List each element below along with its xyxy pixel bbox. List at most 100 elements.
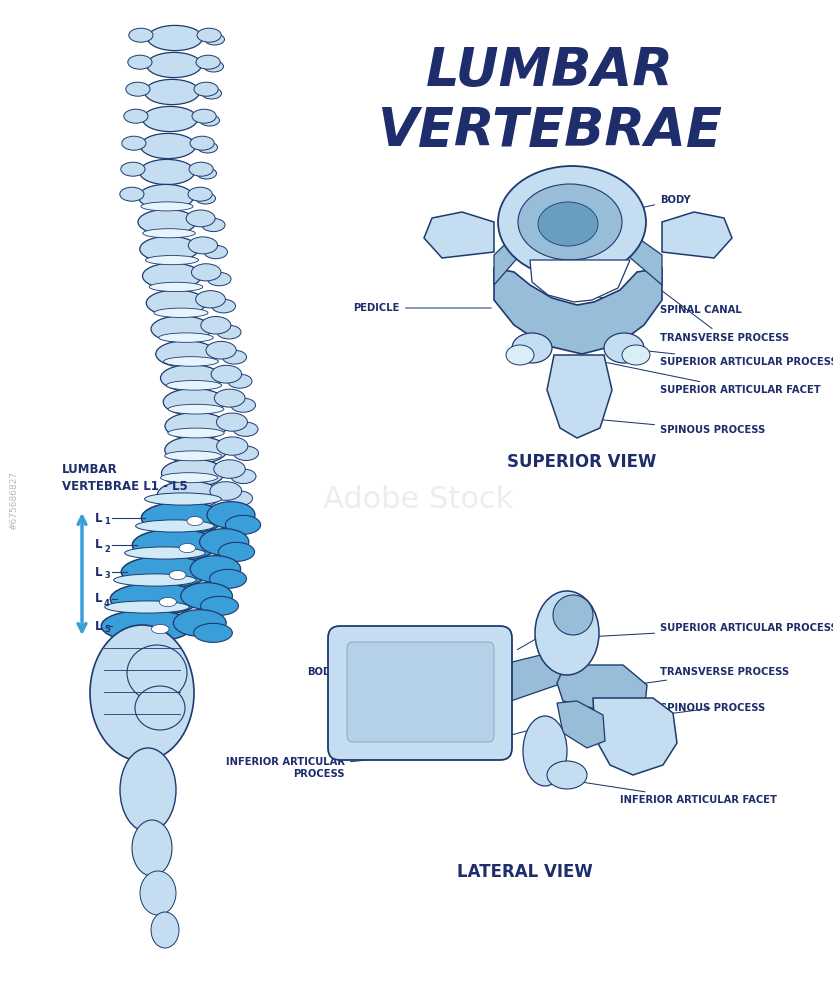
Ellipse shape xyxy=(124,109,148,123)
Ellipse shape xyxy=(227,491,252,506)
Polygon shape xyxy=(494,230,520,285)
Ellipse shape xyxy=(141,133,196,159)
Ellipse shape xyxy=(217,413,247,431)
Ellipse shape xyxy=(206,341,237,359)
Ellipse shape xyxy=(204,245,227,259)
Ellipse shape xyxy=(207,272,231,286)
Ellipse shape xyxy=(147,25,202,51)
Ellipse shape xyxy=(147,290,206,316)
Polygon shape xyxy=(500,651,563,703)
Ellipse shape xyxy=(179,543,196,553)
Ellipse shape xyxy=(200,115,220,126)
Polygon shape xyxy=(547,355,612,438)
Ellipse shape xyxy=(168,428,224,438)
Ellipse shape xyxy=(202,88,222,99)
Ellipse shape xyxy=(138,184,193,210)
Text: LUMBAR
VERTEBRAE L1 - L5: LUMBAR VERTEBRAE L1 - L5 xyxy=(62,463,187,493)
Text: LATERAL VIEW: LATERAL VIEW xyxy=(457,863,593,881)
Ellipse shape xyxy=(122,556,209,588)
Text: L: L xyxy=(95,512,102,524)
Ellipse shape xyxy=(146,255,198,265)
Ellipse shape xyxy=(132,529,217,561)
Text: SUPERIOR ARTICULAR FACET: SUPERIOR ARTICULAR FACET xyxy=(606,363,821,395)
Ellipse shape xyxy=(604,333,644,363)
Ellipse shape xyxy=(200,529,249,555)
Ellipse shape xyxy=(217,437,248,455)
Ellipse shape xyxy=(168,404,224,414)
Ellipse shape xyxy=(226,515,261,534)
Ellipse shape xyxy=(227,374,252,388)
Ellipse shape xyxy=(186,210,215,227)
Ellipse shape xyxy=(181,583,232,609)
Ellipse shape xyxy=(122,136,146,150)
Ellipse shape xyxy=(210,482,242,500)
Ellipse shape xyxy=(126,82,150,96)
Ellipse shape xyxy=(218,542,255,561)
Ellipse shape xyxy=(142,263,202,289)
Ellipse shape xyxy=(622,345,650,365)
FancyBboxPatch shape xyxy=(328,626,512,760)
Ellipse shape xyxy=(136,520,214,532)
Ellipse shape xyxy=(165,412,227,440)
Ellipse shape xyxy=(121,162,145,176)
Text: 5: 5 xyxy=(104,626,110,635)
Ellipse shape xyxy=(149,282,202,292)
Ellipse shape xyxy=(498,166,646,278)
Ellipse shape xyxy=(214,460,245,478)
Ellipse shape xyxy=(518,184,622,260)
Ellipse shape xyxy=(156,341,217,367)
Polygon shape xyxy=(627,230,662,285)
Text: SPINAL CANAL: SPINAL CANAL xyxy=(585,295,741,315)
Ellipse shape xyxy=(547,761,587,789)
Ellipse shape xyxy=(138,209,196,235)
Ellipse shape xyxy=(205,34,225,45)
Ellipse shape xyxy=(127,55,152,69)
Ellipse shape xyxy=(189,162,213,176)
Ellipse shape xyxy=(163,389,225,415)
Ellipse shape xyxy=(512,333,552,363)
Ellipse shape xyxy=(132,820,172,876)
Ellipse shape xyxy=(192,109,217,123)
Ellipse shape xyxy=(202,218,225,232)
Ellipse shape xyxy=(142,502,225,534)
Ellipse shape xyxy=(159,597,177,607)
Ellipse shape xyxy=(102,610,192,642)
Ellipse shape xyxy=(231,469,256,484)
Ellipse shape xyxy=(188,237,217,254)
Polygon shape xyxy=(662,212,732,258)
Ellipse shape xyxy=(161,473,217,483)
Ellipse shape xyxy=(196,193,216,204)
Ellipse shape xyxy=(142,229,195,238)
Ellipse shape xyxy=(506,345,534,365)
Text: SPINOUS PROCESS: SPINOUS PROCESS xyxy=(585,418,766,435)
Text: 2: 2 xyxy=(104,544,110,554)
Ellipse shape xyxy=(157,481,221,509)
Ellipse shape xyxy=(127,645,187,701)
Text: SUPERIOR ARTICULAR PROCESS: SUPERIOR ARTICULAR PROCESS xyxy=(623,348,833,367)
Text: L: L xyxy=(95,538,102,552)
Ellipse shape xyxy=(152,624,169,634)
Ellipse shape xyxy=(110,583,200,615)
Ellipse shape xyxy=(233,422,258,436)
Ellipse shape xyxy=(142,106,197,132)
Ellipse shape xyxy=(120,187,144,201)
Text: PEDICLE: PEDICLE xyxy=(354,303,491,313)
Polygon shape xyxy=(557,701,605,748)
Polygon shape xyxy=(593,698,677,775)
Ellipse shape xyxy=(162,459,225,487)
Ellipse shape xyxy=(217,325,241,339)
Ellipse shape xyxy=(194,82,218,96)
Ellipse shape xyxy=(135,686,185,730)
Ellipse shape xyxy=(535,591,599,675)
Ellipse shape xyxy=(196,291,226,308)
Ellipse shape xyxy=(231,398,256,412)
Polygon shape xyxy=(557,665,647,715)
Ellipse shape xyxy=(188,187,212,201)
Text: L: L xyxy=(95,592,102,605)
Ellipse shape xyxy=(154,308,208,317)
Text: BODY: BODY xyxy=(307,667,397,692)
Ellipse shape xyxy=(90,625,194,761)
Ellipse shape xyxy=(553,595,593,635)
Ellipse shape xyxy=(190,556,241,582)
Text: L: L xyxy=(95,619,102,633)
